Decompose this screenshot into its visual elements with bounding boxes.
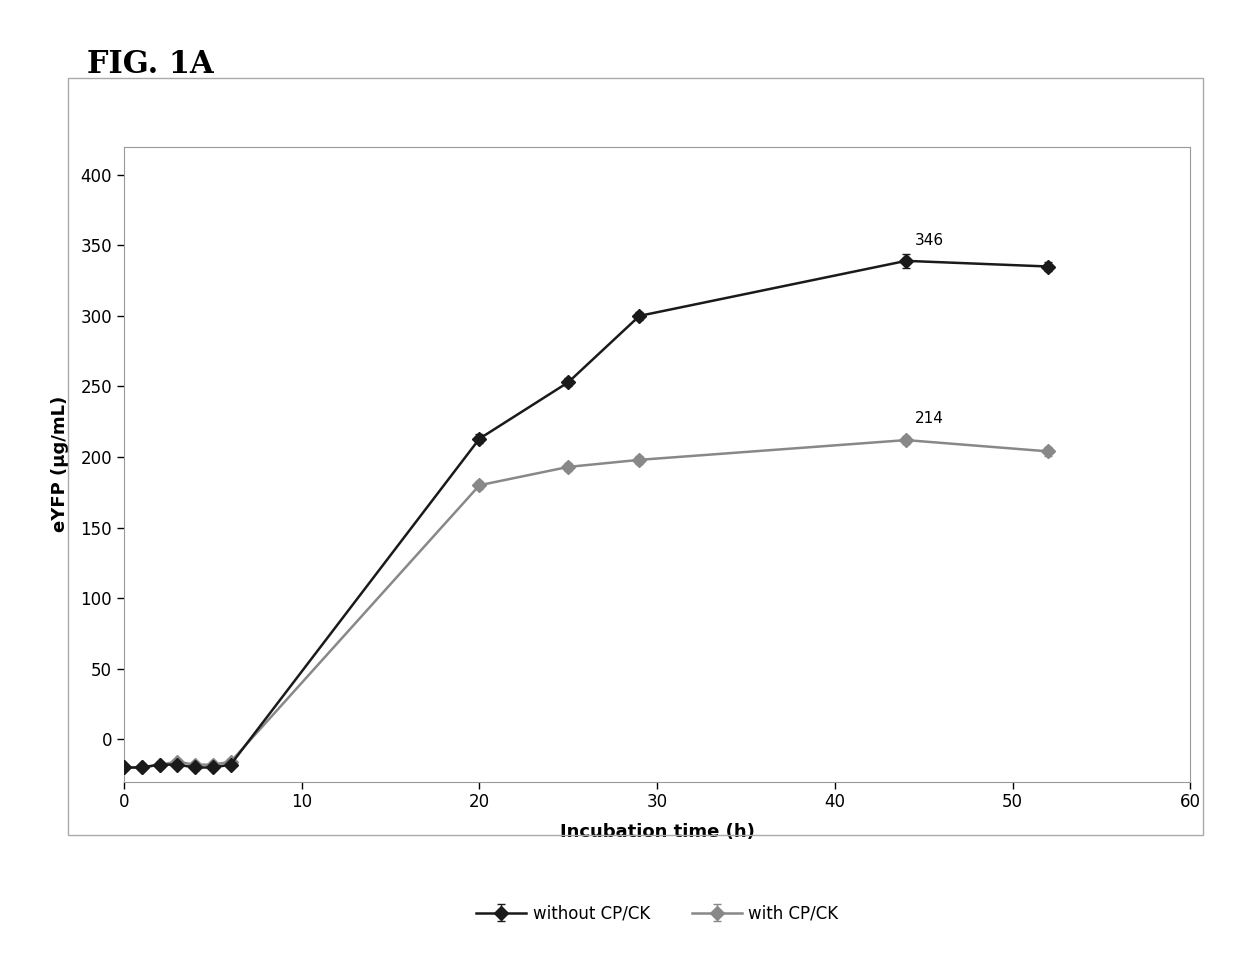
- Text: FIG. 1A: FIG. 1A: [87, 49, 213, 80]
- Text: 214: 214: [915, 411, 944, 426]
- Y-axis label: eYFP (μg/mL): eYFP (μg/mL): [51, 396, 69, 532]
- X-axis label: Incubation time (h): Incubation time (h): [559, 823, 755, 840]
- Legend: without CP/CK, with CP/CK: without CP/CK, with CP/CK: [470, 898, 844, 929]
- Text: 346: 346: [915, 234, 944, 248]
